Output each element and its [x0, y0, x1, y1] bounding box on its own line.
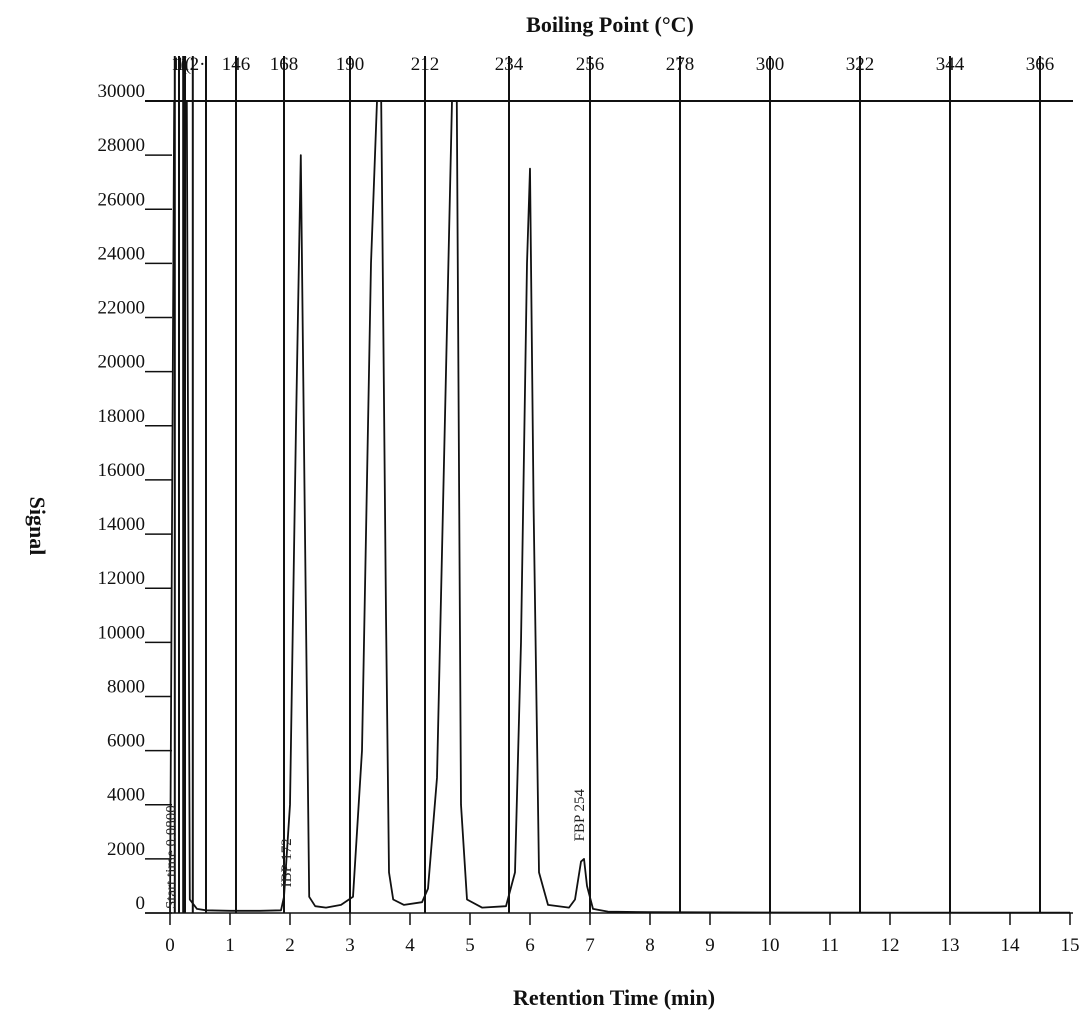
bp-tick-label: 256 — [576, 54, 605, 75]
y-tick-label: 30000 — [98, 81, 146, 102]
x-tick-label: 0 — [165, 935, 175, 956]
y-tick-label: 2000 — [107, 839, 145, 860]
x-tick-label: 6 — [525, 935, 535, 956]
bp-tick-label: 344 — [936, 54, 965, 75]
x-tick-label: 7 — [585, 935, 595, 956]
peak-annotation: Start time 0.0800 — [163, 805, 179, 909]
x-tick-label: 12 — [881, 935, 900, 956]
bp-tick-label: 234 — [495, 54, 524, 75]
x-tick-label: 13 — [941, 935, 960, 956]
peak-annotation: IBP 172 — [279, 838, 295, 887]
y-tick-label: 18000 — [98, 406, 146, 427]
x-tick-label: 10 — [761, 935, 780, 956]
x-tick-label: 11 — [821, 935, 839, 956]
y-tick-label: 28000 — [98, 135, 146, 156]
bp-tick-label: 146 — [222, 54, 251, 75]
x-tick-label: 15 — [1061, 935, 1080, 956]
signal-trace — [169, 100, 1070, 914]
top-axis-title: Boiling Point (°C) — [526, 12, 694, 37]
x-tick-label: 3 — [345, 935, 355, 956]
y-tick-label: 14000 — [98, 514, 146, 535]
bp-tick-label: 168 — [270, 54, 299, 75]
y-tick-label: 12000 — [98, 568, 146, 589]
label-layer: 1(1(12· 146 168 190 212 234 256 278 300 322 344 366… — [98, 54, 1080, 956]
y-tick-label: 16000 — [98, 460, 146, 481]
y-tick-label: 24000 — [98, 243, 146, 264]
y-tick-label: 20000 — [98, 352, 146, 373]
bp-tick-label: 366 — [1026, 54, 1055, 75]
x-tick-label: 4 — [405, 935, 415, 956]
bp-tick-label: 190 — [336, 54, 365, 75]
x-tick-label: 14 — [1001, 935, 1021, 956]
y-tick-label: 4000 — [107, 785, 145, 806]
x-tick-label: 8 — [645, 935, 655, 956]
y-tick-label: 8000 — [107, 676, 145, 697]
y-tick-label: 22000 — [98, 298, 146, 319]
bp-tick-label: 300 — [756, 54, 785, 75]
x-tick-label: 1 — [225, 935, 235, 956]
x-tick-label: 9 — [705, 935, 715, 956]
bp-tick-label: 1( — [171, 54, 187, 75]
bp-tick-label: 322 — [846, 54, 875, 75]
y-axis-title: Signal — [25, 497, 50, 556]
series-layer — [169, 100, 1070, 914]
bp-tick-label: 212 — [411, 54, 440, 75]
y-tick-label: 0 — [136, 893, 146, 914]
grid-layer — [173, 56, 1041, 913]
bp-tick-label: 12· — [180, 54, 205, 75]
bottom-axis-title: Retention Time (min) — [513, 985, 715, 1010]
y-tick-label: 10000 — [98, 622, 146, 643]
peak-annotation: FBP 254 — [572, 788, 588, 841]
bp-tick-label: 1( — [175, 54, 191, 75]
y-tick-label: 26000 — [98, 189, 146, 210]
x-tick-label: 5 — [465, 935, 475, 956]
y-tick-label: 6000 — [107, 731, 145, 752]
x-tick-label: 2 — [285, 935, 295, 956]
bp-tick-label: 278 — [666, 54, 695, 75]
